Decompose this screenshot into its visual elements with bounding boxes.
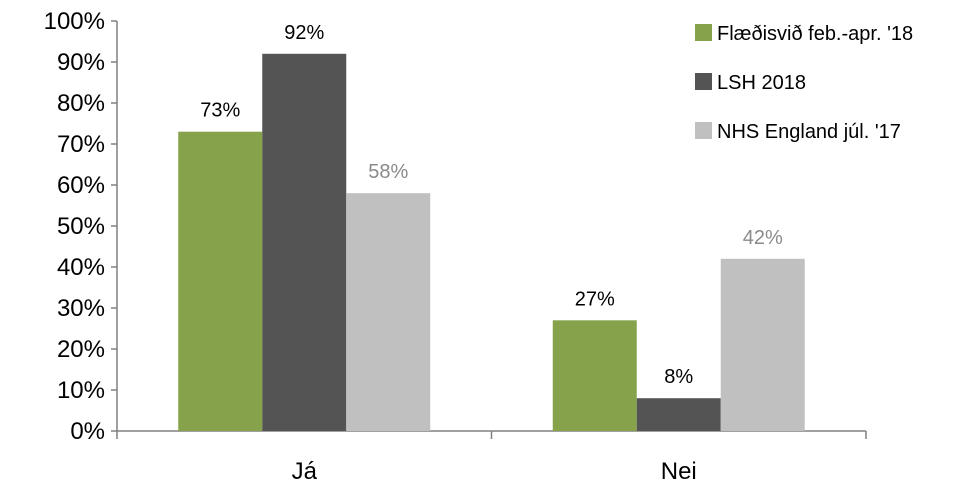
legend-swatch (695, 122, 712, 139)
bars (178, 53, 805, 432)
data-labels: 73% 27% 92% 8% 58% 42% (200, 22, 783, 388)
y-tick-label: 40% (57, 254, 105, 281)
legend-swatch (695, 24, 712, 41)
bar-data-label: 8% (664, 366, 693, 388)
y-tick-label: 10% (57, 377, 105, 404)
legend-swatch (695, 73, 712, 90)
bar-data-label: 92% (284, 22, 324, 44)
x-axis: Já Nei (116, 430, 867, 485)
bar-data-label: 42% (743, 227, 783, 249)
y-axis: 0% 10% 20% 30% 40% 50% 60% 70% 80% 90% 100% (44, 8, 118, 445)
bar (720, 258, 805, 431)
x-category-label: Já (292, 458, 318, 485)
bar-data-label: 73% (200, 100, 240, 122)
legend-label: LSH 2018 (717, 72, 806, 94)
y-tick-label: 60% (57, 172, 105, 199)
y-tick-label: 70% (57, 131, 105, 158)
y-tick-label: 20% (57, 336, 105, 363)
bar-data-label: 58% (368, 161, 408, 183)
bar (552, 320, 637, 431)
bar (636, 398, 721, 431)
bar (346, 193, 431, 431)
y-tick-label: 0% (70, 418, 105, 445)
legend-label: Flæðisvið feb.-apr. '18 (717, 23, 913, 45)
bar-data-label: 27% (575, 288, 615, 310)
y-tick-label: 50% (57, 213, 105, 240)
bar (178, 131, 263, 431)
y-tick-label: 80% (57, 90, 105, 117)
bar (262, 53, 347, 432)
x-category-label: Nei (661, 458, 697, 485)
legend-label: NHS England júl. '17 (717, 121, 901, 143)
y-tick-label: 100% (44, 8, 105, 35)
legend: Flæðisvið feb.-apr. '18 LSH 2018 NHS Engla… (695, 23, 913, 143)
y-tick-label: 30% (57, 295, 105, 322)
y-tick-label: 90% (57, 49, 105, 76)
